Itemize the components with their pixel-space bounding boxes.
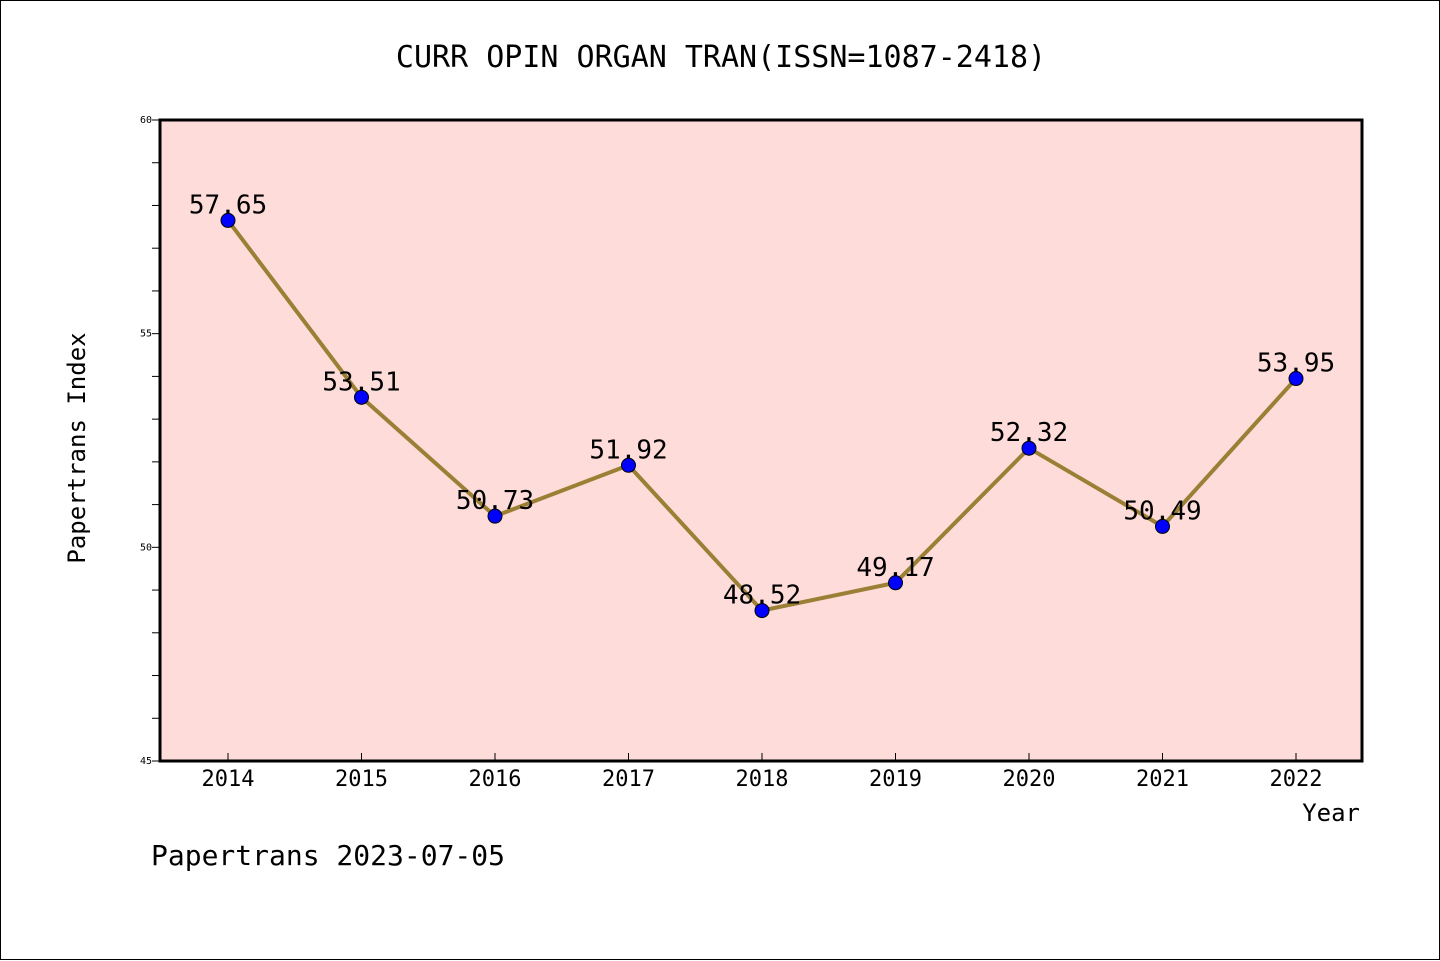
x-tick-label: 2016 <box>469 767 522 792</box>
x-tick-label: 2018 <box>736 767 789 792</box>
data-point <box>487 508 503 524</box>
chart-title: CURR OPIN ORGAN TRAN(ISSN=1087-2418) <box>396 40 1046 75</box>
y-tick-label: 45 <box>140 756 152 767</box>
data-point <box>754 603 770 619</box>
x-tick-label: 2015 <box>335 767 388 792</box>
data-point <box>888 575 903 591</box>
x-tick-label: 2020 <box>1003 767 1056 792</box>
x-tick-label: 2022 <box>1270 767 1323 792</box>
x-tick-label: 2021 <box>1136 767 1189 792</box>
y-axis-label: Papertrans Index <box>63 332 91 563</box>
data-label: 51.92 <box>589 435 667 465</box>
data-point <box>1021 440 1037 456</box>
y-tick-label: 55 <box>140 329 152 340</box>
x-axis-label: Year <box>1302 799 1360 827</box>
data-point <box>1155 518 1170 534</box>
x-tick-label: 2017 <box>602 767 655 792</box>
data-label: 50.73 <box>456 486 534 516</box>
data-label: 49.17 <box>856 553 934 583</box>
data-label: 53.51 <box>322 367 400 397</box>
x-axis: 2014 2015 2016 2017 2018 2019 2020 2021 2022 <box>202 753 1323 792</box>
y-tick-label: 50 <box>140 542 152 553</box>
series-layer: 57.65 53.51 50.73 51.92 48.52 49.17 52.32 50.49… <box>189 190 1335 619</box>
data-point <box>621 457 636 473</box>
data-point <box>354 389 369 405</box>
data-label: 53.95 <box>1257 349 1335 379</box>
y-axis: 45 50 55 60 <box>140 115 160 767</box>
plot-area <box>158 118 1364 763</box>
data-point <box>1288 371 1304 387</box>
x-tick-label: 2014 <box>202 767 255 792</box>
footer-text: Papertrans 2023-07-05 <box>151 839 505 872</box>
data-label: 50.49 <box>1123 496 1201 526</box>
data-label: 52.32 <box>990 418 1068 448</box>
data-point <box>220 212 236 228</box>
data-label: 48.52 <box>723 581 801 611</box>
data-label: 57.65 <box>189 190 267 220</box>
y-tick-label: 60 <box>140 115 152 126</box>
x-tick-label: 2019 <box>869 767 922 792</box>
